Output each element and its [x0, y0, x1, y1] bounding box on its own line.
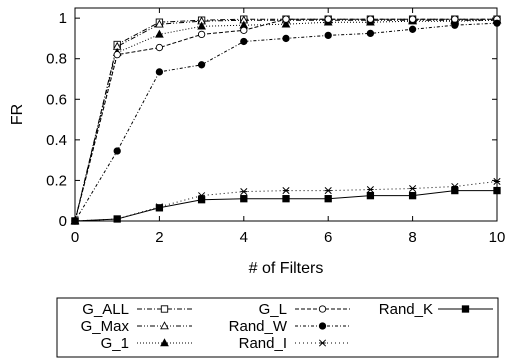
data-point-rand-k [197, 196, 206, 204]
data-point-g-l [197, 30, 206, 39]
legend-label-rand-k: Rand_K [379, 301, 433, 318]
data-point-rand-k [324, 195, 332, 203]
data-point-g-l [324, 15, 332, 23]
legend-entry-g-l: G_L [259, 301, 350, 318]
y-tick-label: 0.4 [46, 132, 67, 149]
data-point-rand-i [493, 177, 501, 185]
legend-sample-marker-rand-w [318, 322, 327, 330]
y-tick-label: 0.6 [46, 91, 67, 108]
legend-entry-rand-i: Rand_I [239, 335, 350, 352]
data-point-rand-k [451, 186, 459, 195]
y-tick-label: 0.2 [46, 172, 67, 189]
x-tick-label: 8 [408, 229, 416, 246]
data-point-rand-i [324, 187, 332, 195]
legend-entry-g-all: G_ALL [82, 301, 192, 318]
data-point-g-l [282, 15, 290, 23]
legend: G_ALL G_L Rand_K G_Max Rand_W G_1 Rand_I [56, 297, 499, 358]
data-point-rand-i [240, 188, 248, 196]
data-point-rand-k [408, 191, 417, 200]
legend-entry-g-max: G_Max [81, 318, 192, 335]
legend-sample-marker-g-l [318, 305, 327, 313]
legend-sample-marker-g-all [160, 305, 169, 313]
plot-frame [74, 7, 498, 222]
data-point-rand-i [282, 187, 290, 195]
x-tick-label: 10 [489, 229, 506, 246]
data-point-g-l [155, 43, 164, 52]
legend-sample-marker-rand-i [318, 339, 327, 347]
data-point-rand-k [366, 191, 375, 200]
x-tick-label: 0 [71, 229, 79, 246]
x-axis-label: # of Filters [249, 260, 324, 277]
series-layer [70, 15, 502, 225]
axes: 0 2 4 6 8 10 0 0.2 0.4 0.6 0.8 1 # of Filters FR [9, 7, 506, 277]
data-point-rand-w [113, 147, 121, 155]
data-point-g-l [113, 51, 121, 59]
data-point-rand-k [113, 215, 121, 223]
data-point-rand-i [366, 186, 374, 194]
series-line-rand-w [74, 22, 498, 222]
y-tick-label: 1 [59, 10, 67, 27]
data-point-g-1 [281, 19, 291, 28]
data-point-rand-k [493, 186, 501, 195]
data-point-g-max [155, 19, 164, 28]
legend-label-g-1: G_1 [101, 335, 129, 352]
y-axis-label: FR [9, 104, 26, 125]
series-line-g-all [74, 18, 497, 222]
data-point-g-l [240, 26, 248, 34]
data-point-g-l [451, 15, 459, 23]
series-rand-w [71, 19, 501, 225]
legend-sample-marker-g-max [160, 321, 169, 330]
legend-entry-rand-k: Rand_K [379, 301, 493, 318]
data-point-rand-w [282, 34, 290, 43]
data-point-rand-w [240, 37, 248, 46]
legend-label-g-l: G_L [259, 301, 287, 318]
legend-entry-rand-w: Rand_W [229, 318, 350, 335]
legend-label-g-max: G_Max [81, 318, 130, 335]
x-tick-label: 6 [324, 229, 332, 246]
data-point-rand-w [197, 61, 206, 69]
data-point-g-1 [197, 21, 206, 30]
data-point-rand-w [366, 29, 375, 38]
legend-sample-marker-rand-k [461, 305, 470, 313]
data-point-rand-k [71, 217, 79, 225]
data-point-g-l [408, 15, 417, 23]
data-point-rand-w [451, 21, 459, 29]
y-tick-label: 0.8 [46, 51, 67, 68]
data-point-g-l [366, 15, 375, 23]
data-point-rand-w [408, 25, 417, 33]
series-rand-k [71, 186, 501, 225]
data-point-rand-w [493, 19, 501, 27]
y-tick-label: 0 [59, 213, 67, 230]
legend-label-rand-w: Rand_W [229, 318, 288, 335]
data-point-rand-k [155, 204, 164, 212]
legend-label-g-all: G_ALL [82, 301, 129, 318]
legend-label-rand-i: Rand_I [239, 335, 287, 352]
data-point-g-1 [155, 29, 164, 38]
data-point-rand-w [324, 31, 332, 40]
series-g-l [71, 15, 501, 225]
legend-box [56, 297, 499, 358]
data-point-rand-k [240, 195, 248, 203]
series-line-g-1 [74, 19, 498, 222]
data-point-rand-i [409, 184, 417, 193]
data-point-rand-k [282, 195, 290, 203]
x-tick-label: 4 [240, 229, 248, 246]
x-tick-label: 2 [155, 229, 163, 246]
legend-sample-marker-g-1 [160, 338, 169, 347]
legend-entry-g-1: G_1 [101, 335, 192, 352]
data-point-rand-w [155, 68, 164, 76]
